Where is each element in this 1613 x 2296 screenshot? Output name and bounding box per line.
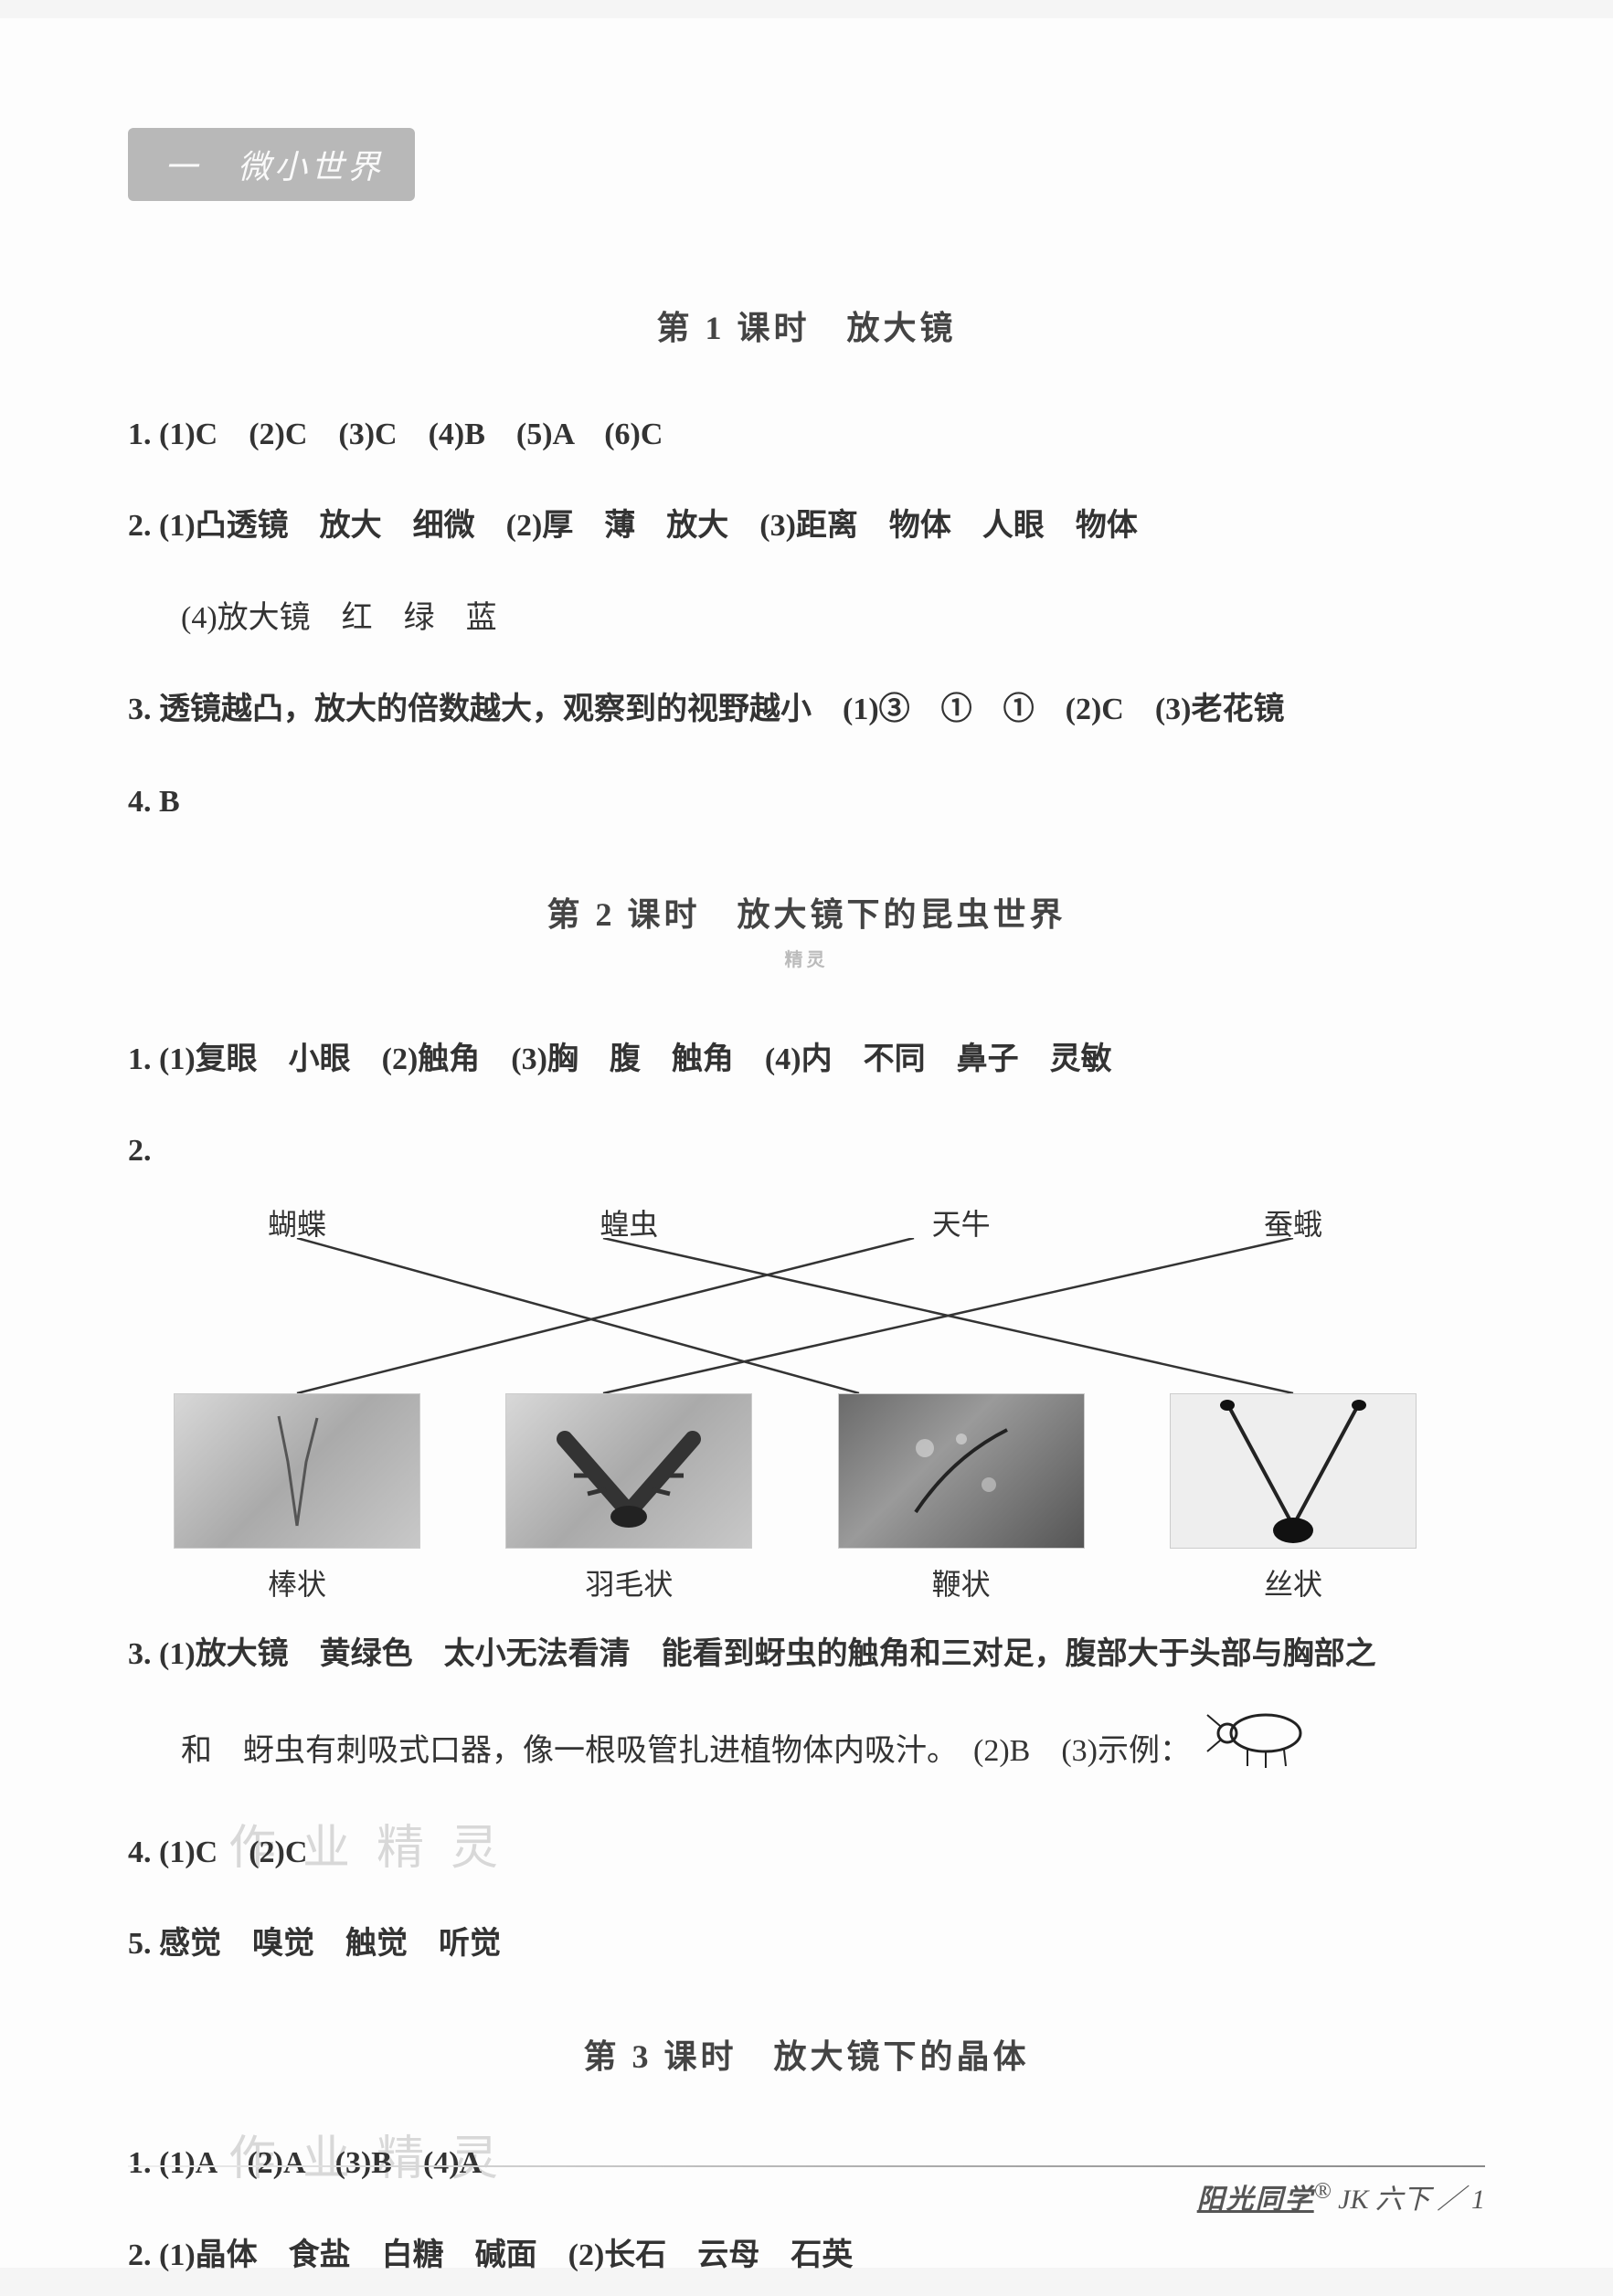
l2-q5: 5. 感觉 嗅觉 触觉 听觉 <box>128 1904 1485 1984</box>
match-lines-svg <box>174 1238 1417 1393</box>
footer-brand: 阳光同学 <box>1197 2185 1314 2215</box>
lesson2-title: 第 2 课时 放大镜下的昆虫世界 精灵 <box>128 888 1485 974</box>
bot-d: 丝状 <box>1170 1561 1417 1603</box>
footer-sup: ® <box>1314 2179 1332 2204</box>
matching-diagram: 蝴蝶 蝗虫 天牛 蚕蛾 <box>174 1201 1417 1603</box>
rod-antenna-icon <box>251 1407 343 1535</box>
img-feather <box>505 1393 752 1549</box>
page: 一 微小世界 第 1 课时 放大镜 1. (1)C (2)C (3)C (4)B… <box>0 18 1613 2268</box>
footer-tail: JK 六下 ／ 1 <box>1332 2185 1485 2215</box>
lesson3-title: 第 3 课时 放大镜下的晶体 <box>128 2030 1485 2078</box>
bot-b: 羽毛状 <box>505 1561 752 1603</box>
l1-q4: 4. B <box>128 762 1485 842</box>
whip-antenna-icon <box>879 1402 1044 1539</box>
l2-q2-num: 2. <box>128 1111 1485 1191</box>
img-whip <box>838 1393 1085 1549</box>
feather-antenna-icon <box>537 1412 720 1530</box>
footer-divider <box>128 2165 1485 2167</box>
lesson1-title: 第 1 课时 放大镜 <box>128 302 1485 349</box>
l3-q2: 2. (1)晶体 食盐 白糖 碱面 (2)长石 云母 石英 <box>128 2216 1485 2296</box>
img-thread <box>1170 1393 1417 1549</box>
chapter-badge: 一 微小世界 <box>128 128 415 201</box>
img-rod <box>174 1393 420 1549</box>
bot-a: 棒状 <box>174 1561 420 1603</box>
l2-q1: 1. (1)复眼 小眼 (2)触角 (3)胸 腹 触角 (4)内 不同 鼻子 灵… <box>128 1020 1485 1100</box>
l2-q3b: 和 蚜虫有刺吸式口器，像一根吸管扎进植物体内吸汁。 (2)B (3)示例： <box>128 1706 1485 1801</box>
l2-q3a: 3. (1)放大镜 黄绿色 太小无法看清 能看到蚜虫的触角和三对足，腹部大于头部… <box>128 1614 1485 1695</box>
thread-antenna-icon <box>1193 1398 1394 1544</box>
subtitle-watermark: 精灵 <box>785 945 829 971</box>
l1-q3: 3. 透镜越凸，放大的倍数越大，观察到的视野越小 (1)③ ① ① (2)C (… <box>128 670 1485 750</box>
l1-q2a: 2. (1)凸透镜 放大 细微 (2)厚 薄 放大 (3)距离 物体 人眼 物体 <box>128 486 1485 566</box>
l1-q1: 1. (1)C (2)C (3)C (4)B (5)A (6)C <box>128 395 1485 475</box>
l2-q4: 4. (1)C (2)C <box>128 1813 1485 1893</box>
aphid-sketch-icon <box>1202 1706 1311 1801</box>
bot-c: 鞭状 <box>838 1561 1085 1603</box>
match-bottom-row: 棒状 羽毛状 鞭状 丝状 <box>174 1561 1417 1603</box>
l1-q2b: (4)放大镜 红 绿 蓝 <box>128 578 1485 659</box>
match-image-row <box>174 1393 1417 1549</box>
page-footer: 阳光同学® JK 六下 ／ 1 <box>1197 2176 1485 2217</box>
